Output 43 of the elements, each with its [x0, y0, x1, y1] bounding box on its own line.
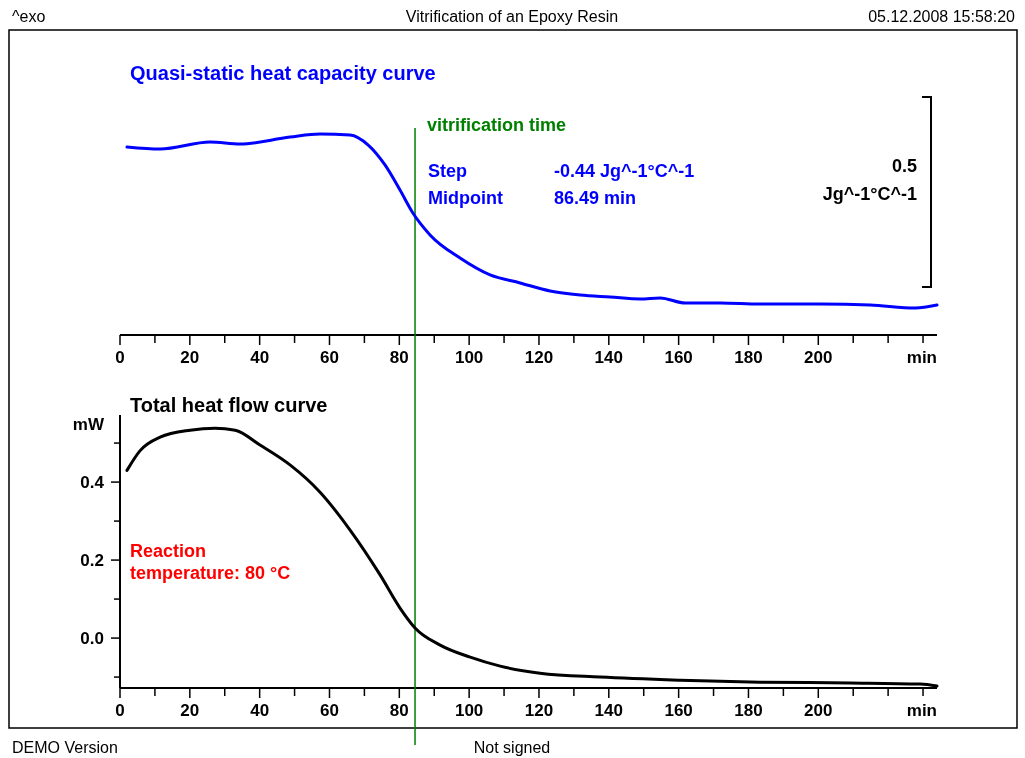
x-tick-label: 60 — [320, 348, 339, 367]
x-tick-label: 120 — [524, 348, 554, 367]
text: DEMO Version — [12, 739, 118, 756]
x-tick-label: 140 — [594, 348, 623, 367]
x-tick-label: 40 — [250, 701, 270, 720]
x-tick-label: 20 — [180, 348, 200, 367]
ref-line-label: vitrification time — [427, 115, 567, 135]
y-tick-label: 0.2 — [80, 551, 104, 571]
annotation: Midpoint — [428, 188, 503, 208]
x-axis-title: min — [906, 701, 937, 720]
x-tick-label: 40 — [250, 348, 270, 367]
annotation: 86.49 min — [554, 188, 637, 208]
annotation: Jg^-1°C^-1 — [822, 184, 917, 204]
x-tick-label: 160 — [664, 701, 693, 720]
x-tick-label: 140 — [594, 701, 623, 720]
annotation: Step — [428, 161, 468, 181]
text: ^exo — [12, 8, 46, 25]
annotation: Reaction temperature: 80 °C — [130, 541, 291, 583]
x-tick-label: 80 — [389, 701, 409, 720]
y-tick-label: 0.0 — [80, 629, 104, 649]
x-tick-label: 0 — [115, 701, 125, 720]
y-tick-label: 0.4 — [80, 473, 105, 493]
text: Vitrification of an Epoxy Resin — [405, 8, 619, 25]
x-tick-label: 20 — [180, 701, 200, 720]
annotation: 0.5 — [891, 156, 917, 176]
x-tick-label: 180 — [734, 701, 763, 720]
x-tick-label: 180 — [734, 348, 763, 367]
x-tick-label: 60 — [320, 701, 339, 720]
x-tick-label: 100 — [454, 348, 484, 367]
annotation: -0.44 Jg^-1°C^-1 — [554, 161, 695, 181]
text: Not signed — [473, 739, 551, 756]
x-tick-label: 120 — [524, 701, 554, 720]
chart-title: Total heat flow curve — [130, 394, 328, 416]
x-tick-label: 0 — [115, 348, 125, 367]
x-tick-label: 200 — [804, 348, 833, 367]
x-tick-label: 100 — [454, 701, 484, 720]
x-tick-label: 80 — [389, 348, 409, 367]
x-tick-label: 200 — [804, 701, 833, 720]
x-tick-label: 160 — [664, 348, 693, 367]
text: 05.12.2008 15:58:20 — [868, 8, 1016, 25]
y-axis-title: mW — [72, 415, 105, 434]
x-axis-title: min — [906, 348, 937, 367]
chart-title: Quasi-static heat capacity curve — [130, 62, 436, 84]
